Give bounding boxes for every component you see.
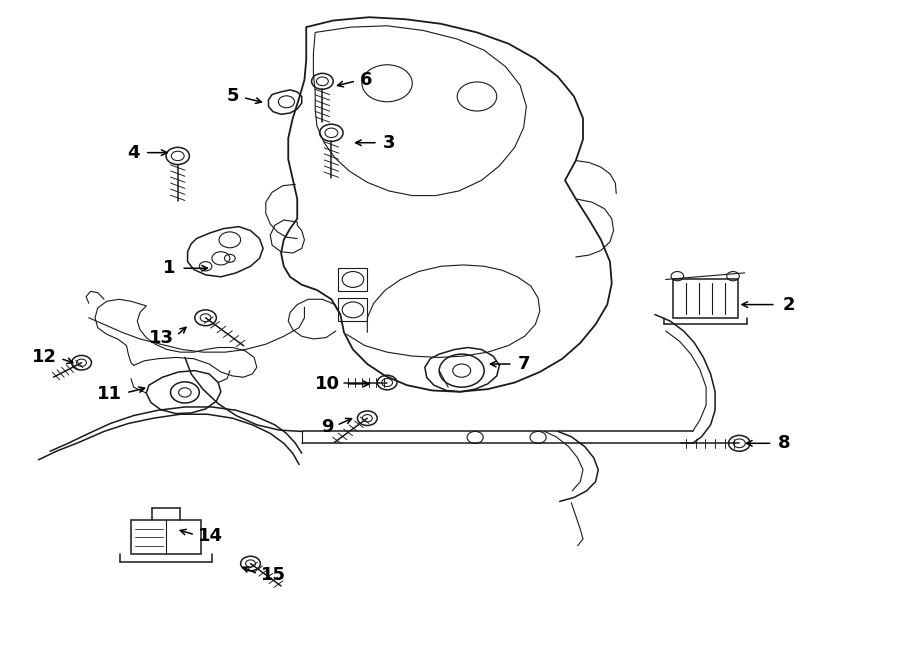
Text: 15: 15	[261, 567, 286, 585]
Text: 11: 11	[97, 385, 122, 402]
Text: 1: 1	[164, 260, 176, 277]
Text: 5: 5	[226, 87, 239, 105]
Text: 8: 8	[778, 434, 790, 452]
Text: 12: 12	[32, 348, 58, 367]
Text: 9: 9	[320, 418, 333, 436]
Text: 10: 10	[315, 375, 340, 393]
Text: 14: 14	[198, 527, 223, 545]
Text: 3: 3	[382, 134, 395, 152]
Text: 2: 2	[782, 295, 795, 314]
Text: 7: 7	[518, 355, 530, 373]
Text: 6: 6	[360, 71, 373, 89]
Text: 4: 4	[128, 144, 140, 162]
Text: 13: 13	[149, 328, 174, 347]
